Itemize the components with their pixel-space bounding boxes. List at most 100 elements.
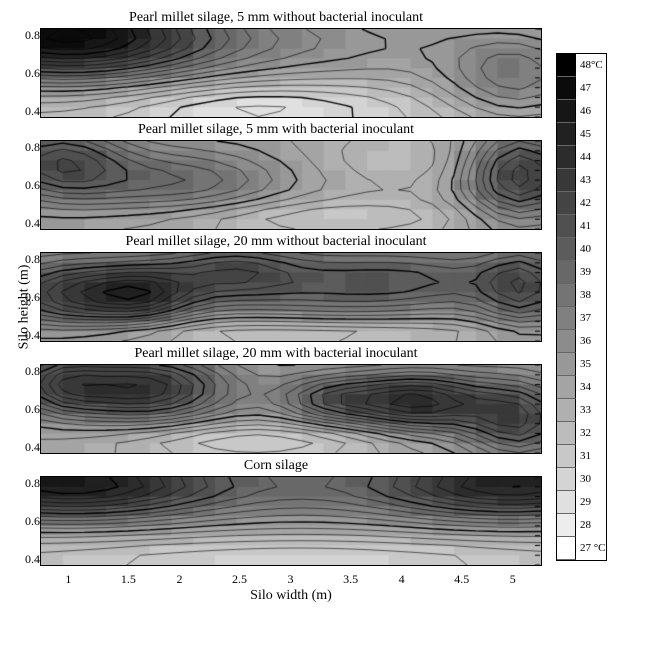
panel-row: 0.8 0.6 0.4 bbox=[10, 140, 542, 230]
panels-host: Pearl millet silage, 5 mm without bacter… bbox=[10, 10, 542, 570]
colorbar-swatch bbox=[557, 100, 576, 123]
colorbar: 48°C474645444342414039383736353433323130… bbox=[556, 53, 607, 561]
colorbar-swatch bbox=[557, 445, 576, 468]
y-tick: 0.4 bbox=[25, 553, 40, 565]
colorbar-row: 37 bbox=[557, 307, 606, 330]
x-tick: 4 bbox=[399, 572, 405, 587]
y-tick: 0.4 bbox=[25, 217, 40, 229]
colorbar-swatch bbox=[557, 123, 576, 146]
colorbar-label: 36 bbox=[576, 336, 591, 347]
y-tick: 0.8 bbox=[25, 253, 40, 265]
colorbar-swatch bbox=[557, 353, 576, 376]
panel-p2: Pearl millet silage, 5 mm with bacterial… bbox=[10, 122, 542, 230]
colorbar-row: 28 bbox=[557, 514, 606, 537]
colorbar-row: 43 bbox=[557, 169, 606, 192]
colorbar-swatch bbox=[557, 307, 576, 330]
x-tick: 4.5 bbox=[454, 572, 469, 587]
y-tick: 0.8 bbox=[25, 141, 40, 153]
colorbar-swatch bbox=[557, 169, 576, 192]
colorbar-swatch bbox=[557, 376, 576, 399]
colorbar-row: 45 bbox=[557, 123, 606, 146]
colorbar-swatch bbox=[557, 399, 576, 422]
panel-title: Pearl millet silage, 20 mm with bacteria… bbox=[10, 346, 542, 362]
colorbar-swatch bbox=[557, 261, 576, 284]
colorbar-label: 46 bbox=[576, 106, 591, 117]
colorbar-row: 27 °C bbox=[557, 537, 606, 560]
colorbar-label: 35 bbox=[576, 359, 591, 370]
colorbar-swatch bbox=[557, 192, 576, 215]
y-tick: 0.6 bbox=[25, 515, 40, 527]
contour-plot bbox=[40, 252, 542, 342]
colorbar-label: 47 bbox=[576, 83, 591, 94]
colorbar-label: 27 °C bbox=[576, 543, 606, 554]
panel-row: 0.80.60.4 bbox=[10, 252, 542, 342]
panel-p4: Pearl millet silage, 20 mm with bacteria… bbox=[10, 346, 542, 454]
y-tick: 0.4 bbox=[25, 441, 40, 453]
colorbar-row: 35 bbox=[557, 353, 606, 376]
panel-p5: Corn silage 0.8 0.6 0.4 bbox=[10, 458, 542, 566]
panels-column: Silo height (m) Pearl millet silage, 5 m… bbox=[10, 10, 542, 604]
y-axis-ticks: 0.8 0.6 0.4 bbox=[10, 29, 40, 117]
colorbar-label: 33 bbox=[576, 405, 591, 416]
y-axis-ticks: 0.8 0.6 0.4 bbox=[10, 141, 40, 229]
y-tick: 0.8 bbox=[25, 29, 40, 41]
y-axis-label: Silo height (m) bbox=[16, 265, 32, 350]
y-tick: 0.6 bbox=[25, 67, 40, 79]
x-tick: 5 bbox=[510, 572, 516, 587]
panel-title: Pearl millet silage, 5 mm with bacterial… bbox=[10, 122, 542, 138]
colorbar-row: 33 bbox=[557, 399, 606, 422]
colorbar-row: 46 bbox=[557, 100, 606, 123]
colorbar-swatch bbox=[557, 330, 576, 353]
contour-plot bbox=[40, 364, 542, 454]
x-axis: 11.522.533.544.55 bbox=[40, 572, 540, 586]
colorbar-label: 31 bbox=[576, 451, 591, 462]
colorbar-row: 47 bbox=[557, 77, 606, 100]
colorbar-label: 37 bbox=[576, 313, 591, 324]
colorbar-swatch bbox=[557, 146, 576, 169]
colorbar-row: 36 bbox=[557, 330, 606, 353]
colorbar-label: 38 bbox=[576, 290, 591, 301]
contour-plot bbox=[40, 476, 542, 566]
panel-title: Corn silage bbox=[10, 458, 542, 474]
colorbar-row: 42 bbox=[557, 192, 606, 215]
y-tick: 0.6 bbox=[25, 179, 40, 191]
figure-container: Silo height (m) Pearl millet silage, 5 m… bbox=[10, 10, 644, 604]
x-tick: 2.5 bbox=[232, 572, 247, 587]
panel-row: 0.80.60.4 bbox=[10, 364, 542, 454]
contour-plot bbox=[40, 28, 542, 118]
panel-row: 0.8 0.6 0.4 bbox=[10, 476, 542, 566]
colorbar-swatch bbox=[557, 537, 576, 560]
y-tick: 0.4 bbox=[25, 105, 40, 117]
contour-plot bbox=[40, 140, 542, 230]
colorbar-swatch bbox=[557, 284, 576, 307]
panel-row: 0.8 0.6 0.4 bbox=[10, 28, 542, 118]
colorbar-row: 40 bbox=[557, 238, 606, 261]
panel-title: Pearl millet silage, 5 mm without bacter… bbox=[10, 10, 542, 26]
colorbar-row: 31 bbox=[557, 445, 606, 468]
y-tick: 0.8 bbox=[25, 365, 40, 377]
colorbar-row: 38 bbox=[557, 284, 606, 307]
y-tick: 0.8 bbox=[25, 477, 40, 489]
colorbar-row: 29 bbox=[557, 491, 606, 514]
colorbar-swatch bbox=[557, 468, 576, 491]
panel-title: Pearl millet silage, 20 mm without bacte… bbox=[10, 234, 542, 250]
panel-p3: Pearl millet silage, 20 mm without bacte… bbox=[10, 234, 542, 342]
panel-p1: Pearl millet silage, 5 mm without bacter… bbox=[10, 10, 542, 118]
colorbar-label: 43 bbox=[576, 175, 591, 186]
x-tick: 1.5 bbox=[121, 572, 136, 587]
colorbar-row: 32 bbox=[557, 422, 606, 445]
colorbar-swatch bbox=[557, 491, 576, 514]
colorbar-swatch bbox=[557, 238, 576, 261]
x-tick: 3 bbox=[288, 572, 294, 587]
colorbar-label: 48°C bbox=[576, 60, 603, 71]
x-tick: 1 bbox=[65, 572, 71, 587]
colorbar-label: 30 bbox=[576, 474, 591, 485]
colorbar-label: 42 bbox=[576, 198, 591, 209]
colorbar-label: 29 bbox=[576, 497, 591, 508]
x-axis-label: Silo width (m) bbox=[40, 588, 542, 604]
x-tick: 3.5 bbox=[343, 572, 358, 587]
colorbar-label: 44 bbox=[576, 152, 591, 163]
colorbar-label: 45 bbox=[576, 129, 591, 140]
colorbar-label: 41 bbox=[576, 221, 591, 232]
colorbar-label: 39 bbox=[576, 267, 591, 278]
